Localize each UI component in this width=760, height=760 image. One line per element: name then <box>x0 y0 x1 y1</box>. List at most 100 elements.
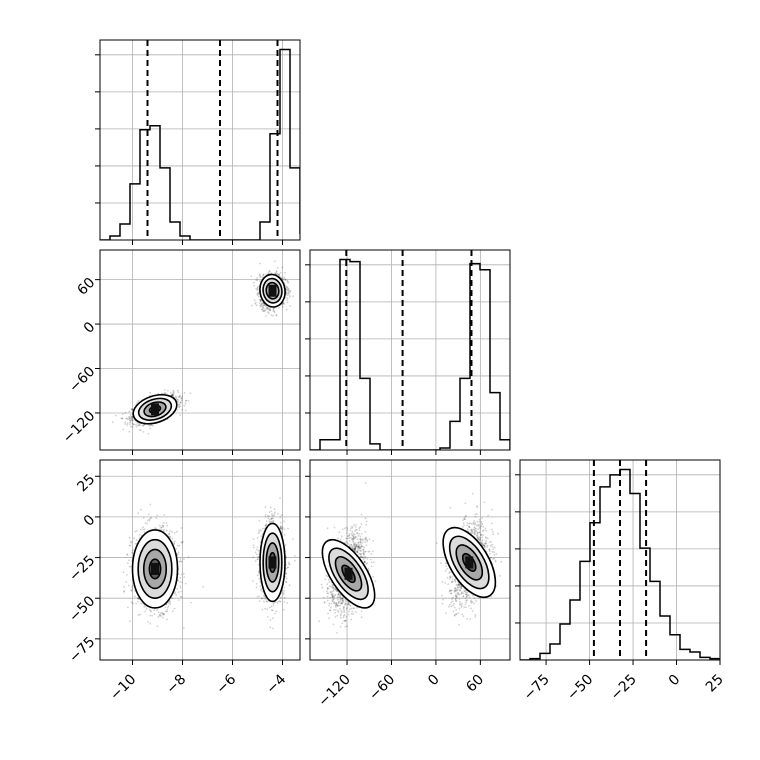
scatter-point <box>258 595 260 597</box>
scatter-point <box>124 411 127 414</box>
scatter-point <box>255 301 257 304</box>
scatter-point <box>256 596 259 598</box>
scatter-point <box>130 416 133 419</box>
scatter-point <box>262 304 265 306</box>
scatter-point <box>129 419 132 422</box>
scatter-point <box>261 608 264 611</box>
scatter-point <box>282 302 285 304</box>
panel-frame <box>309 249 511 451</box>
scatter-point <box>259 300 262 302</box>
scatter-point <box>161 611 164 614</box>
scatter-point <box>250 275 253 278</box>
scatter-point <box>131 588 134 590</box>
scatter-point <box>178 405 181 408</box>
scatter-point <box>131 408 134 411</box>
scatter-point <box>288 291 290 293</box>
scatter-point <box>166 618 168 621</box>
scatter-point <box>254 302 256 305</box>
scatter-point <box>255 304 258 307</box>
scatter-point <box>143 531 146 533</box>
scatter-point <box>274 272 277 275</box>
scatter-point <box>263 310 265 312</box>
scatter-point <box>178 544 181 547</box>
scatter-point <box>142 528 144 531</box>
scatter-point <box>180 560 183 563</box>
scatter-point <box>287 280 289 283</box>
scatter-point <box>262 274 265 276</box>
scatter-point <box>267 312 270 315</box>
scatter-point <box>285 581 287 583</box>
scatter-point <box>149 424 152 427</box>
scatter-point <box>163 528 165 531</box>
scatter-point <box>179 394 181 397</box>
scatter-point <box>128 410 131 413</box>
scatter-point <box>114 414 117 417</box>
scatter-point <box>268 309 271 312</box>
scatter-point <box>132 602 135 605</box>
scatter-point <box>128 544 131 547</box>
scatter-point <box>137 512 140 515</box>
scatter-point <box>142 516 145 519</box>
scatter-point <box>180 590 182 593</box>
scatter-point <box>189 392 192 395</box>
scatter-point <box>131 419 134 422</box>
scatter-point <box>259 280 261 282</box>
scatter-point <box>130 589 133 592</box>
scatter-point <box>257 555 259 558</box>
scatter-point <box>282 278 284 280</box>
scatter-point <box>162 613 164 616</box>
panel-row2-col2 <box>305 249 511 455</box>
scatter-point <box>121 417 124 420</box>
panel-frame <box>99 249 301 451</box>
scatter-point <box>157 616 160 618</box>
scatter-point <box>129 544 132 547</box>
scatter-point <box>269 606 271 609</box>
scatter-point <box>256 546 259 549</box>
panel-row2-col1: 600−60−120 <box>60 249 301 455</box>
scatter-point <box>272 627 274 630</box>
scatter-point <box>255 279 258 281</box>
scatter-point <box>183 392 186 394</box>
scatter-point <box>131 422 134 425</box>
scatter-point <box>163 613 166 615</box>
scatter-point <box>177 579 179 582</box>
scatter-point <box>142 526 144 529</box>
scatter-point <box>176 530 178 533</box>
scatter-point <box>268 307 270 310</box>
scatter-point <box>158 615 161 617</box>
scatter-point <box>264 525 267 527</box>
scatter-point <box>258 572 260 574</box>
scatter-point <box>137 424 140 426</box>
scatter-point <box>288 294 291 297</box>
scatter-point <box>257 292 260 295</box>
scatter-point <box>259 298 261 301</box>
scatter-point <box>256 291 259 294</box>
scatter-point <box>166 609 169 611</box>
scatter-point <box>131 416 133 418</box>
scatter-point <box>252 544 255 547</box>
scatter-point <box>137 600 139 603</box>
scatter-point <box>126 424 128 426</box>
scatter-point <box>131 417 134 420</box>
scatter-point <box>179 595 182 598</box>
scatter-point <box>122 428 125 431</box>
scatter-point <box>258 577 260 580</box>
scatter-point <box>173 592 176 595</box>
scatter-point <box>125 417 127 420</box>
scatter-point <box>261 305 264 307</box>
scatter-point <box>159 612 162 614</box>
scatter-point <box>256 287 259 290</box>
scatter-point <box>258 274 261 277</box>
scatter-point <box>281 527 284 530</box>
scatter-point <box>264 309 267 312</box>
scatter-point <box>135 423 137 426</box>
scatter-point <box>130 418 133 420</box>
scatter-point <box>174 540 176 543</box>
scatter-point <box>128 423 131 426</box>
scatter-point <box>131 552 134 554</box>
scatter-point <box>181 395 184 398</box>
scatter-point <box>275 313 278 316</box>
scatter-point <box>273 307 275 310</box>
scatter-point <box>259 273 261 276</box>
scatter-point <box>130 540 132 543</box>
